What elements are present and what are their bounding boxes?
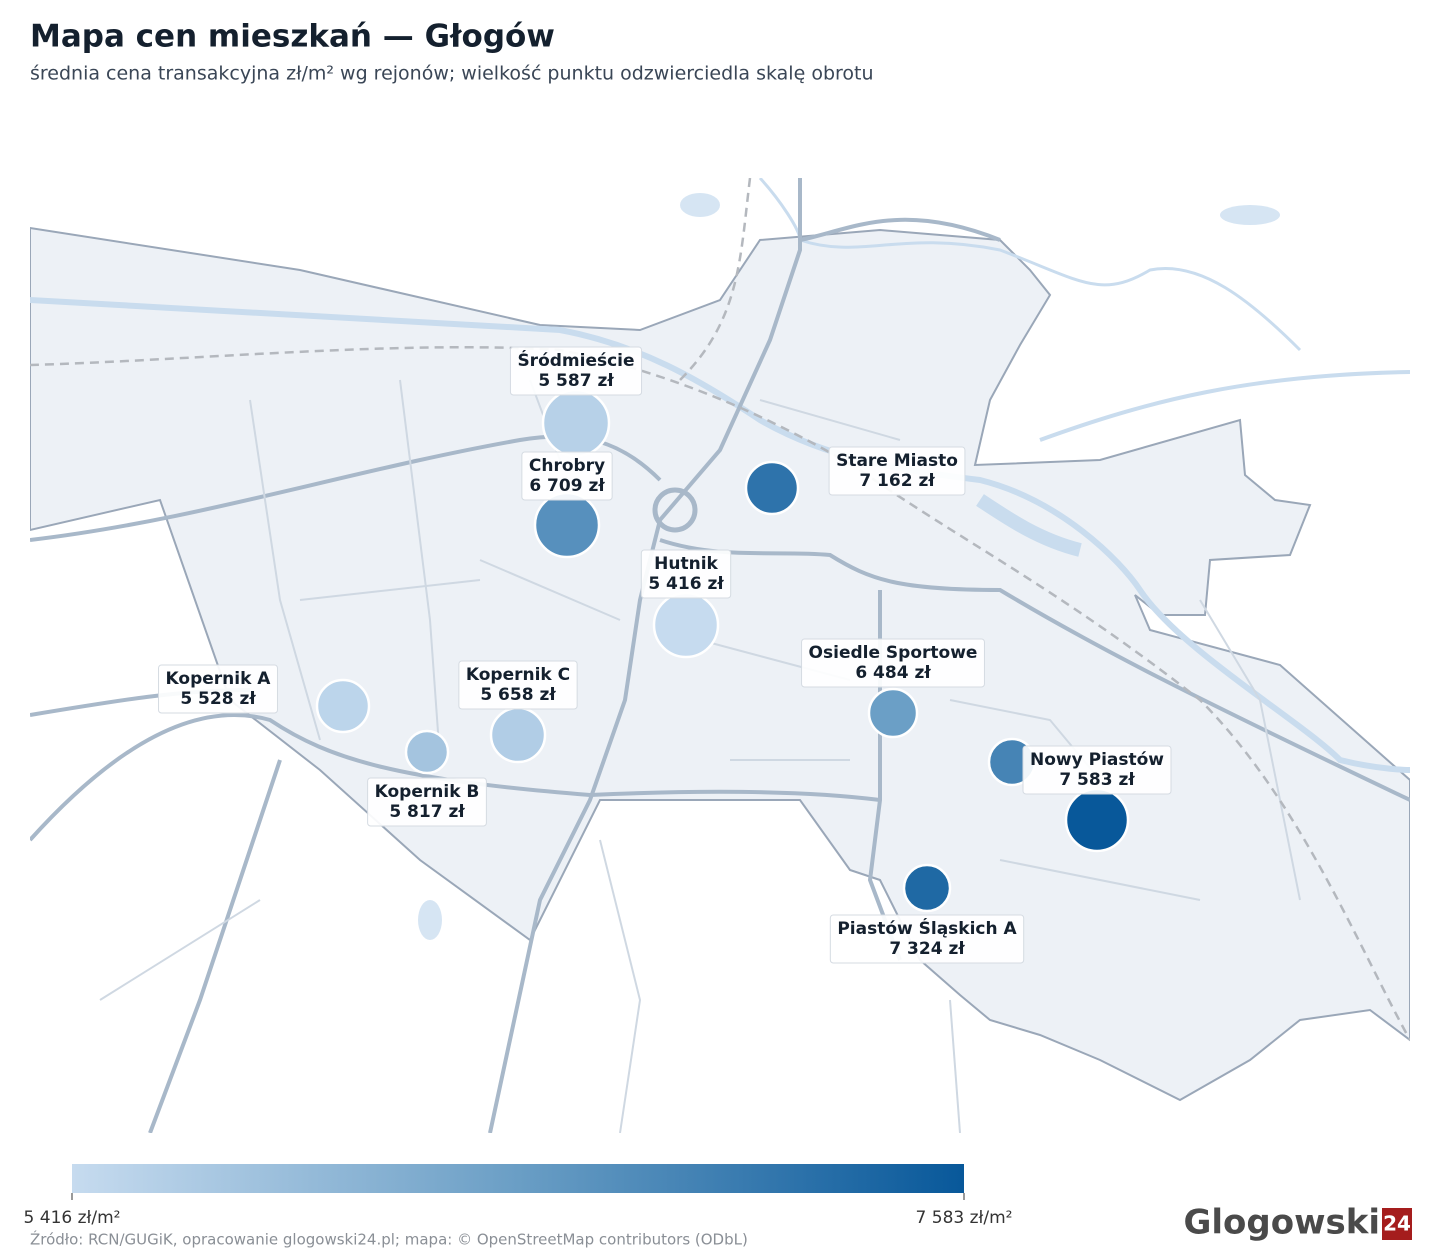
price-point — [902, 863, 952, 913]
chart-title: Mapa cen mieszkań — Głogów — [30, 19, 555, 55]
logo-text: Glogowski — [1183, 1203, 1380, 1243]
label-box — [367, 777, 487, 827]
price-point — [489, 706, 547, 764]
label-box — [801, 638, 985, 688]
label-box — [509, 346, 643, 396]
logo-badge — [1382, 1208, 1412, 1240]
label-box — [1022, 745, 1172, 795]
label-value: 7 162 zł — [859, 471, 935, 491]
colorbar-tick-label: 5 416 zł/m² — [24, 1208, 121, 1228]
label-box — [829, 914, 1025, 964]
label-value: 5 528 zł — [180, 689, 256, 709]
colorbar-tick-label: 7 583 zł/m² — [916, 1208, 1013, 1228]
label-box — [521, 451, 613, 501]
label-name: Chrobry — [529, 456, 605, 476]
label-value: 5 587 zł — [538, 371, 614, 391]
price-point — [404, 729, 450, 775]
point-label: Kopernik C5 658 zł — [458, 660, 578, 710]
price-point — [541, 388, 611, 458]
label-value: 6 484 zł — [855, 663, 931, 683]
label-name: Hutnik — [654, 554, 718, 574]
label-name: Kopernik B — [375, 782, 480, 802]
label-value: 7 583 zł — [1059, 770, 1135, 790]
price-point — [744, 460, 800, 516]
point-label: Kopernik B5 817 zł — [367, 777, 487, 827]
label-box — [458, 660, 578, 710]
label-value: 5 416 zł — [648, 574, 724, 594]
price-point — [867, 687, 919, 739]
label-box — [828, 446, 966, 496]
label-value: 5 658 zł — [480, 685, 556, 705]
price-point — [533, 491, 601, 559]
logo-number: 24 — [1383, 1212, 1411, 1236]
price-point — [652, 591, 720, 659]
label-name: Śródmieście — [517, 349, 634, 371]
point-label: Kopernik A5 528 zł — [158, 664, 278, 714]
label-name: Stare Miasto — [836, 451, 958, 471]
source-note: Źródło: RCN/GUGiK, opracowanie glogowski… — [30, 1230, 748, 1249]
label-name: Kopernik A — [166, 669, 272, 689]
basemap — [30, 178, 1410, 1133]
label-name: Piastów Śląskich A — [837, 917, 1017, 939]
label-name: Nowy Piastów — [1030, 750, 1164, 770]
label-name: Osiedle Sportowe — [809, 643, 978, 663]
point-label: Piastów Śląskich A7 324 zł — [829, 914, 1025, 964]
label-box — [640, 549, 732, 599]
price-point — [1064, 787, 1130, 853]
price-point — [315, 678, 371, 734]
chart-subtitle: średnia cena transakcyjna zł/m² wg rejon… — [30, 63, 874, 85]
label-name: Kopernik C — [466, 665, 570, 685]
label-value: 6 709 zł — [529, 476, 605, 496]
colorbar — [72, 1164, 964, 1193]
label-value: 7 324 zł — [889, 939, 965, 959]
label-box — [158, 664, 278, 714]
label-value: 5 817 zł — [389, 802, 465, 822]
points-layer — [315, 388, 1130, 913]
